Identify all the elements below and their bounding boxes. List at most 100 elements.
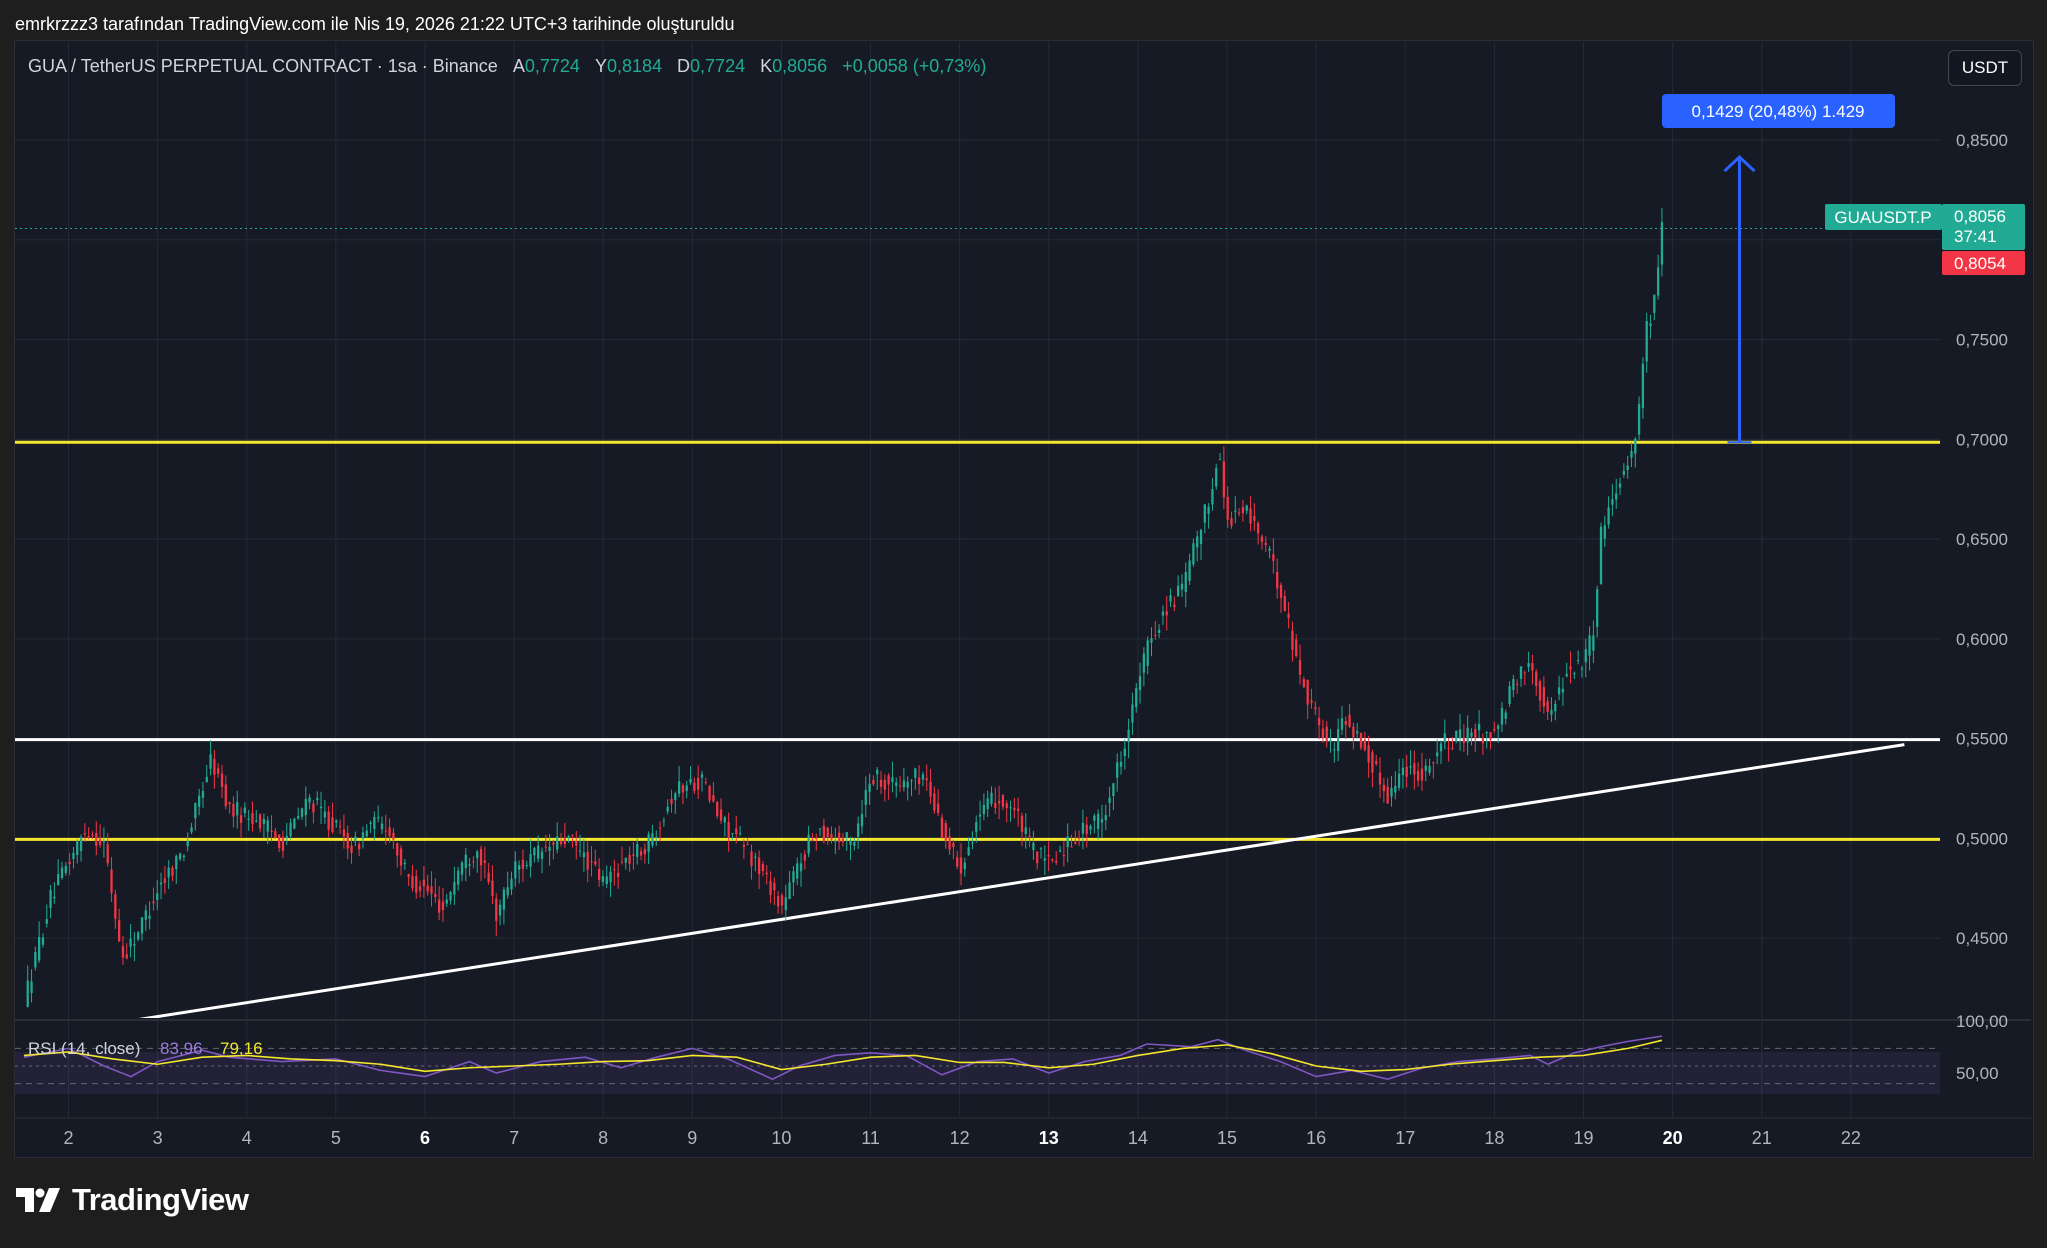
symbol-title[interactable]: GUA / TetherUS PERPETUAL CONTRACT · 1sa …	[28, 56, 498, 76]
time-tick-label: 14	[1128, 1128, 1148, 1148]
candle-body	[380, 823, 384, 830]
time-tick-label: 8	[598, 1128, 608, 1148]
candle-body	[45, 919, 48, 924]
candle-body	[377, 817, 380, 819]
measure-label: 0,1429 (20,48%) 1.429	[1692, 102, 1865, 121]
rsi-legend[interactable]: RSI (14, close) 83,96 79,16	[28, 1039, 263, 1058]
candle-body	[1550, 709, 1553, 715]
candle-body	[864, 789, 867, 805]
candle-body	[1009, 807, 1012, 809]
time-tick-label: 13	[1039, 1128, 1059, 1148]
candle-body	[1268, 548, 1271, 551]
candle-body	[98, 838, 102, 846]
candle-body	[1279, 584, 1283, 598]
drawings[interactable]	[15, 228, 1940, 1039]
time-axis: 2 3 4 5 6 7 8 9 10 11 12 13 14 15 16 17 18 19 20 21 22	[63, 1128, 1860, 1148]
candle-body	[925, 778, 928, 781]
rsi-band	[15, 1052, 1940, 1094]
candle-body	[213, 758, 216, 775]
candle-body	[498, 904, 502, 916]
candle-body	[1272, 554, 1275, 561]
candle-body	[517, 865, 521, 870]
candle-body	[807, 834, 810, 854]
high-value: 0,8184	[606, 56, 663, 76]
candle-body	[605, 876, 608, 884]
candle-body	[1104, 814, 1107, 821]
candle-body	[346, 832, 349, 849]
candle-body	[114, 894, 117, 919]
candle-body	[1569, 666, 1572, 670]
candle-body	[1237, 512, 1241, 514]
grid-lines	[15, 42, 1940, 1118]
currency-button[interactable]: USDT	[1948, 50, 2022, 86]
candle-body	[335, 820, 338, 823]
candle-body	[666, 806, 669, 812]
candle-body	[308, 797, 311, 803]
rsi-title[interactable]: RSI (14, close)	[28, 1039, 140, 1058]
candle-body	[1508, 686, 1511, 704]
time-tick-label: 16	[1306, 1128, 1326, 1148]
candle-body	[1554, 703, 1557, 712]
candle-body	[548, 846, 551, 851]
candle-body	[1017, 808, 1020, 811]
high-key: Y	[594, 56, 607, 76]
candle-body	[655, 837, 658, 839]
rsi-ma-value: 79,16	[220, 1039, 263, 1058]
symbol-legend[interactable]: GUA / TetherUS PERPETUAL CONTRACT · 1sa …	[28, 56, 986, 77]
candle-body	[1157, 629, 1161, 633]
candle-body	[735, 828, 738, 835]
candle-body	[571, 834, 574, 836]
chart-panel[interactable]	[14, 40, 2034, 1158]
candle-body	[1462, 737, 1465, 743]
candle-body	[53, 896, 56, 899]
candle-body	[133, 944, 136, 946]
time-tick-label: 12	[950, 1128, 970, 1148]
candle-body	[617, 872, 620, 878]
close-value: 0,8056	[772, 56, 828, 76]
candle-body	[685, 785, 688, 791]
price-tick-label: 0,7000	[1956, 430, 2008, 449]
candle-body	[917, 777, 921, 784]
rsi-value: 83,96	[160, 1039, 203, 1058]
candle-body	[1020, 815, 1024, 833]
time-tick-label: 17	[1395, 1128, 1415, 1148]
candle-body	[502, 889, 506, 910]
candle-body	[1573, 673, 1576, 675]
candle-body	[563, 837, 566, 845]
candle-body	[1173, 604, 1176, 607]
candle-body	[1397, 773, 1401, 788]
candle-body	[780, 895, 784, 906]
candle-body	[1211, 489, 1214, 505]
candle-body	[365, 830, 368, 837]
candle-body	[403, 862, 406, 865]
candle-body	[1405, 766, 1408, 777]
candle-body	[967, 847, 970, 856]
candle-body	[537, 845, 540, 859]
tradingview-logo[interactable]: TradingView	[16, 1182, 249, 1218]
bid-price-label: 0,8054	[1954, 254, 2006, 273]
candle-body	[194, 802, 197, 819]
candle-body	[1055, 860, 1058, 863]
measure-arrow-head	[1723, 155, 1756, 173]
candle-body	[1489, 732, 1492, 740]
candle-body	[799, 863, 803, 872]
rsi-lines	[23, 1035, 1663, 1081]
measure-tool[interactable]: 0,1429 (20,48%) 1.429	[1662, 94, 1895, 444]
candle-body	[175, 855, 178, 869]
candle-body	[41, 937, 45, 945]
candle-body	[289, 822, 292, 837]
candle-body	[681, 785, 685, 793]
candle-body	[1222, 461, 1226, 498]
candle-body	[803, 854, 806, 861]
candle-body	[1245, 505, 1248, 511]
candle-body	[773, 882, 776, 891]
candle-body	[224, 784, 227, 807]
candle-body	[552, 842, 555, 845]
candle-body	[1135, 688, 1138, 708]
open-key: A	[512, 56, 525, 76]
candle-body	[1028, 835, 1031, 837]
candle-body	[1302, 679, 1306, 687]
candle-body	[895, 782, 898, 786]
candle-body	[1561, 688, 1565, 693]
